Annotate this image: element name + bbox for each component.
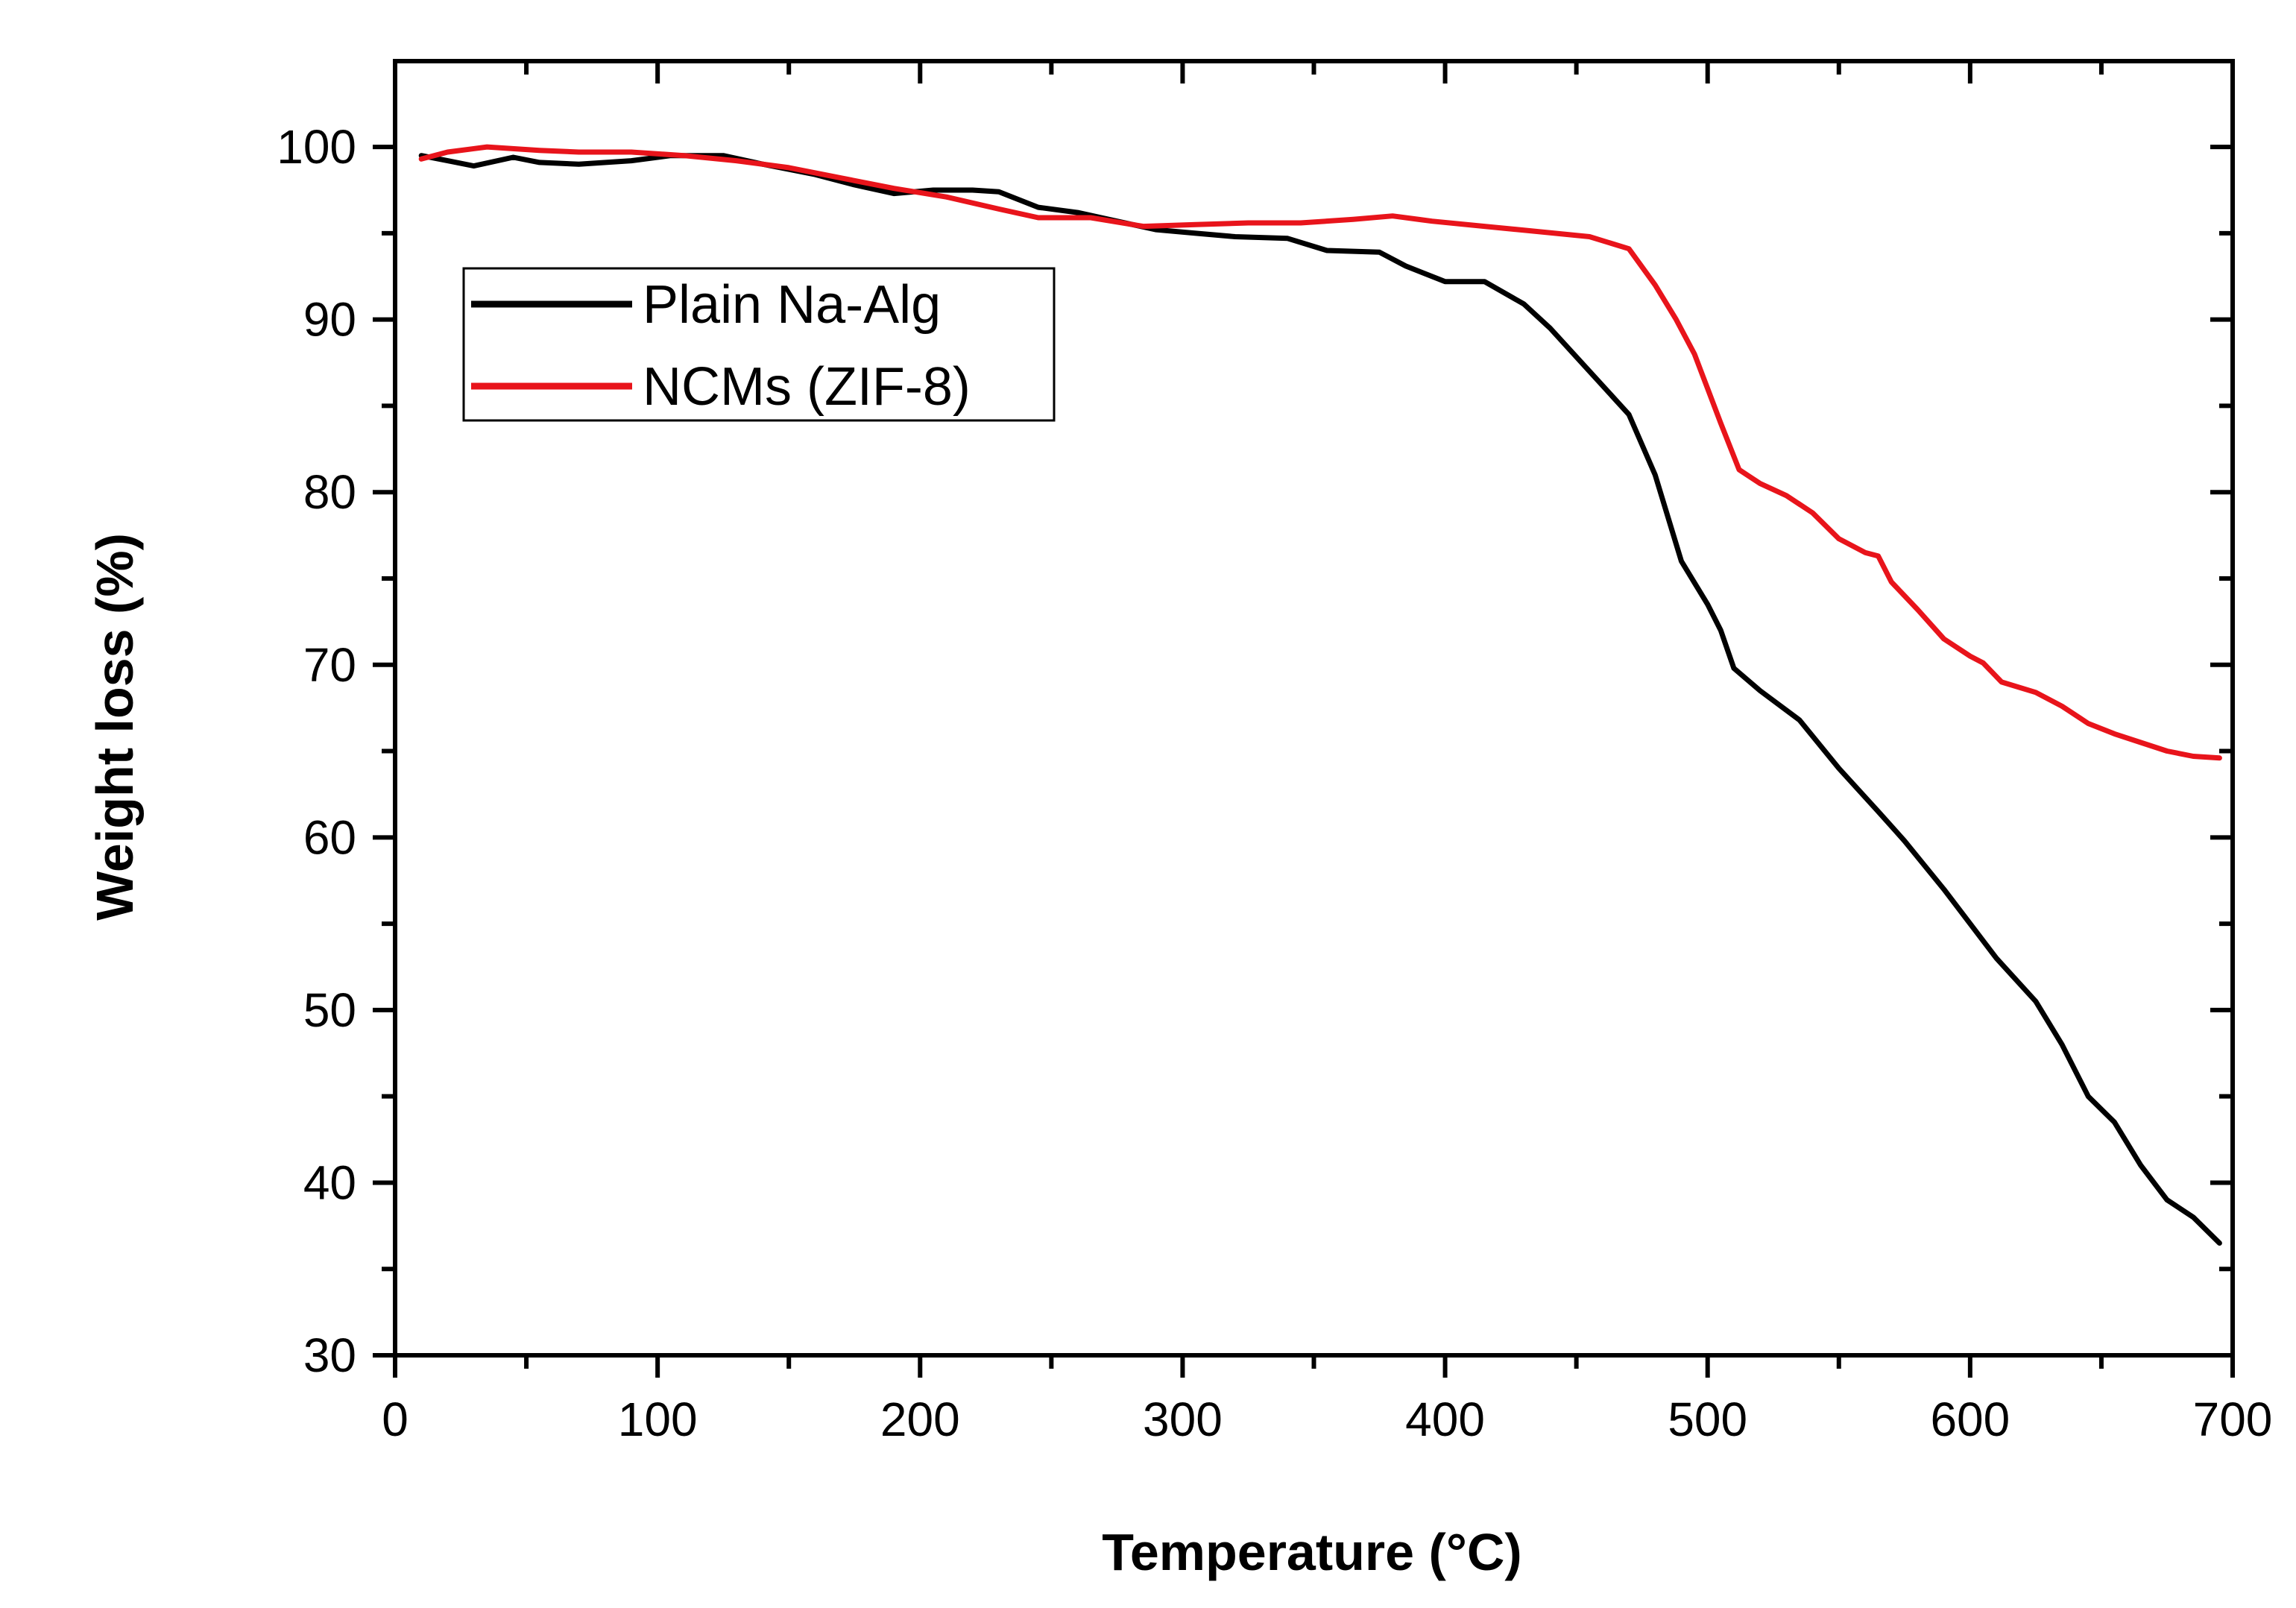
axes: 0 100 200 300 400 500 600 700 30 40 50 60 70 80 90 100 [277, 59, 2273, 1446]
y-tick-label: 80 [303, 465, 356, 519]
x-tick-label: 0 [382, 1393, 409, 1446]
y-tick-label: 60 [303, 810, 356, 864]
x-tick-label: 700 [2193, 1393, 2273, 1446]
y-tick-label: 90 [303, 293, 356, 347]
legend-label-ncms-zif-8: NCMs (ZIF-8) [643, 357, 971, 417]
series-lines [418, 144, 2222, 1246]
x-tick-label: 300 [1143, 1393, 1223, 1446]
x-axis-title: Temperature (°C) [1102, 1523, 1521, 1581]
legend: Plain Na-Alg NCMs (ZIF-8) [462, 267, 1056, 422]
y-tick-label: 30 [303, 1328, 356, 1382]
y-tick-label: 40 [303, 1155, 356, 1209]
plot-frame [393, 59, 2235, 1358]
x-tick-label: 500 [1668, 1393, 1747, 1446]
x-tick-label: 400 [1405, 1393, 1485, 1446]
y-axis-title: Weight loss (%) [86, 533, 144, 921]
series-line-ncms-zif-8 [418, 144, 2222, 761]
legend-box [462, 267, 1056, 422]
legend-label-plain-na-alg: Plain Na-Alg [643, 275, 941, 335]
y-tick-label: 50 [303, 983, 356, 1037]
x-tick-label: 100 [618, 1393, 698, 1446]
x-tick-label: 600 [1930, 1393, 2010, 1446]
y-tick-label: 70 [303, 638, 356, 692]
x-tick-label: 200 [880, 1393, 960, 1446]
y-tick-label: 100 [277, 120, 356, 174]
